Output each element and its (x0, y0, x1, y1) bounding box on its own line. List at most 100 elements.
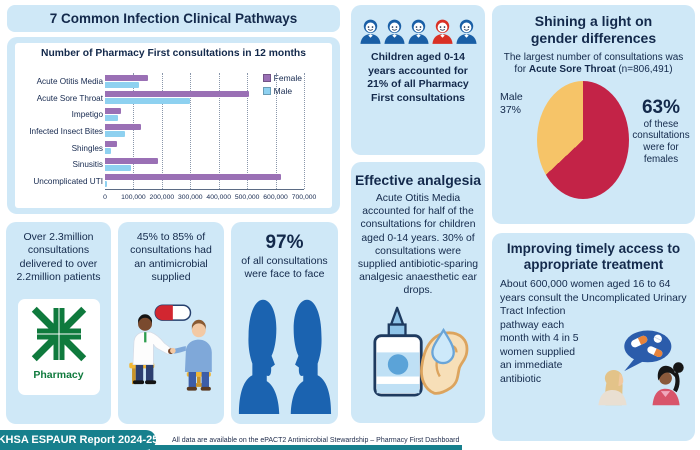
pie-zone: Male 37% 63% of these consultations were … (492, 80, 695, 203)
bar-group (105, 107, 304, 121)
women-conversation-illustration (598, 330, 684, 406)
bar-female (105, 124, 142, 131)
bar-male (105, 114, 118, 121)
bar-female (105, 107, 122, 114)
child-icon (359, 19, 381, 44)
face-to-face-percentage: 97% (265, 232, 304, 253)
child-icon (431, 19, 453, 44)
float-spacer (687, 278, 689, 306)
report-badge-label: KHSA ESPAUR Report 2024-25 (0, 434, 159, 446)
improving-body: About 600,000 women aged 16 to 64 years … (492, 273, 695, 406)
pharmacist-patient-illustration (129, 304, 212, 391)
legend-label: Male (273, 86, 293, 96)
category-label: Sinusitis (72, 160, 104, 170)
analgesia-body: Acute Otitis Media accounted for half of… (357, 193, 479, 297)
analgesia-title: Effective analgesia (354, 172, 482, 188)
improving-title: Improving timely access to appropriate t… (506, 241, 681, 273)
children-stat-panel: Children aged 0-14 years accounted for 2… (351, 5, 485, 155)
analgesia-panel: Effective analgesia Acute Otitis Media a… (351, 162, 485, 423)
category-label: Acute Sore Throat (36, 93, 103, 103)
ear-drops-icon (373, 306, 469, 397)
page-title: 7 Common Infection Clinical Pathways (49, 11, 298, 26)
legend-item: Female (262, 73, 302, 83)
gender-body: The largest number of consultations was … (492, 52, 695, 77)
bar-chart-plot-card: Number of Pharmacy First consultations i… (15, 43, 332, 208)
gridline (275, 73, 277, 189)
x-tick-label: 100,000 (121, 194, 146, 201)
children-text-pre: Children aged 0-14 years accounted for (368, 51, 468, 77)
gender-body-pre: The largest number of consultations was … (503, 51, 684, 76)
female-percentage: 63% (641, 96, 681, 118)
improving-body-text: About 600,000 women aged 16 to 64 years … (500, 279, 687, 385)
gridline (133, 73, 135, 189)
legend-label: Female (273, 73, 302, 83)
gridline (218, 73, 220, 189)
gridline (247, 73, 249, 189)
bar-male (105, 131, 125, 138)
pie-male-label: Male 37% (500, 90, 523, 117)
face-to-face-stat-panel: 97% of all consultations were face to fa… (231, 222, 338, 424)
gender-body-post: (n=806,491) (615, 64, 673, 76)
pharmacy-sign-card: Pharmacy (17, 298, 100, 395)
gridline (190, 73, 192, 189)
category-label: Infected Insect Bites (29, 126, 103, 136)
child-icon (407, 19, 429, 44)
legend-item: Male (262, 86, 302, 96)
face-to-face-text: of all consultations were face to face (241, 255, 328, 281)
bar-group (105, 74, 304, 88)
bars-container (105, 73, 304, 189)
bar-male (105, 164, 131, 171)
bar-female (105, 174, 282, 181)
pharmacy-cross-icon (31, 306, 86, 361)
gender-panel: Shining a light on gender differences Th… (492, 5, 695, 224)
category-label: Acute Otitis Media (36, 76, 103, 86)
x-tick-label: 200,000 (149, 194, 175, 201)
plot-area: Female Male (105, 73, 305, 190)
children-text-post: of all Pharmacy First consultations (371, 78, 469, 104)
gender-body-bold: Acute Sore Throat (528, 64, 616, 76)
children-icons (351, 17, 485, 44)
chart-legend: Female Male (262, 73, 302, 99)
bar-group (105, 174, 304, 188)
children-stat-text: Children aged 0-14 years accounted for 2… (351, 51, 485, 106)
female-caption: of these consultations were for females (632, 118, 690, 165)
footer-accent-strip (150, 445, 462, 450)
legend-swatch-female (262, 74, 271, 82)
category-label: Impetigo (71, 110, 103, 120)
category-labels: Acute Otitis Media Acute Sore Throat Impet… (19, 73, 103, 190)
antimicrobial-stat-text: 45% to 85% of consultations had an antim… (130, 231, 212, 284)
category-label: Shingles (71, 143, 103, 153)
bar-group (105, 91, 304, 105)
pie-female-label: 63% of these consultations were for fema… (630, 97, 692, 166)
x-tick-label: 0 (103, 194, 107, 201)
bar-male (105, 148, 111, 155)
bar-group (105, 124, 304, 138)
children-text-bold: 21% (367, 78, 389, 91)
x-axis-labels: 0 100,000 200,000 300,000 400,000 500,000 600,… (103, 194, 316, 204)
consultations-stat-panel: Over 2.3million consultations delivered … (6, 222, 111, 424)
gridline (161, 73, 163, 189)
gender-pie-chart (537, 80, 629, 199)
consultations-stat-text: Over 2.3million consultations delivered … (16, 231, 101, 284)
improving-access-panel: Improving timely access to appropriate t… (492, 233, 695, 441)
x-tick-label: 300,000 (177, 194, 203, 201)
pharmacy-sign-label: Pharmacy (33, 368, 84, 381)
x-tick-label: 400,000 (206, 194, 231, 201)
x-tick-label: 600,000 (263, 194, 288, 201)
child-icon (455, 19, 477, 44)
face-to-face-silhouettes-icon (238, 299, 331, 414)
header-panel: 7 Common Infection Clinical Pathways (7, 5, 340, 32)
legend-swatch-male (262, 87, 271, 95)
x-tick-label: 500,000 (234, 194, 260, 201)
bar-chart-panel: Number of Pharmacy First consultations i… (7, 37, 340, 214)
gender-title: Shining a light on gender differences (530, 13, 657, 46)
bar-male (105, 81, 139, 88)
footer-note: All data are available on the ePACT2 Ant… (172, 437, 460, 444)
report-badge: KHSA ESPAUR Report 2024-25 (0, 430, 159, 450)
bar-female (105, 91, 250, 98)
bar-female (105, 141, 118, 148)
gridline (304, 73, 305, 189)
child-icon (383, 19, 405, 44)
bar-group (105, 141, 304, 155)
